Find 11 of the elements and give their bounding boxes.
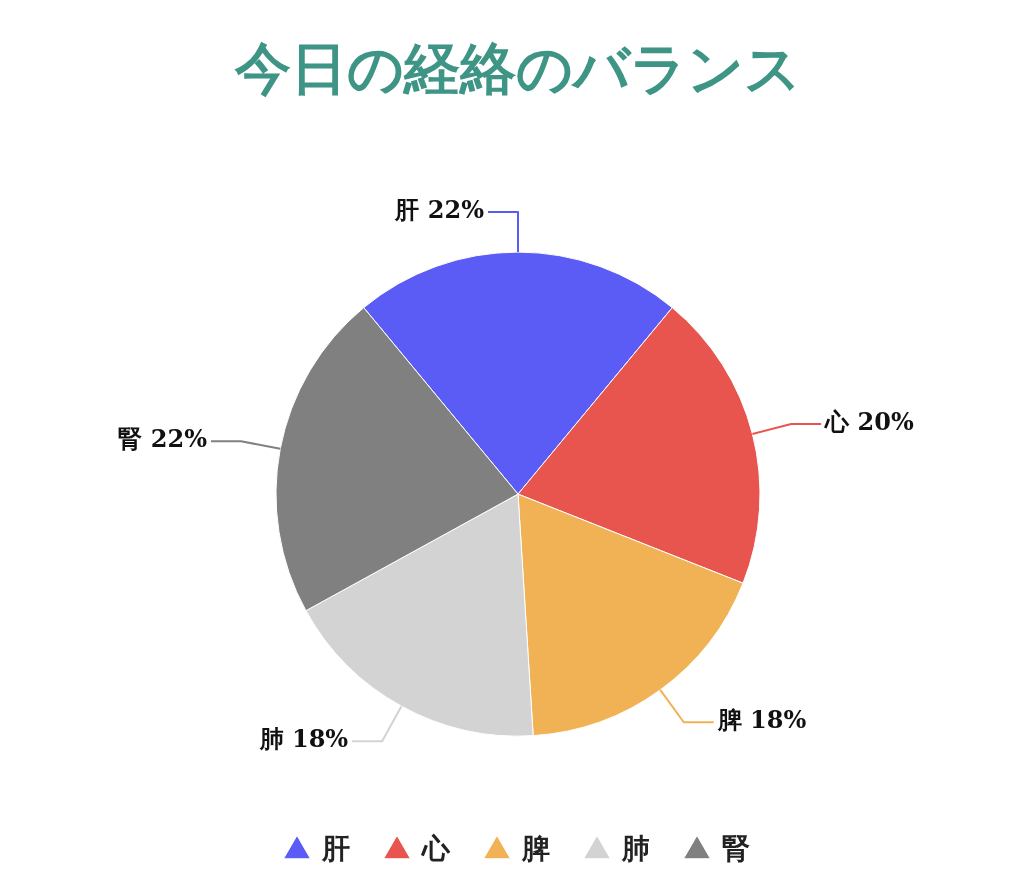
legend-label: 肺: [621, 832, 650, 866]
category-label: 肺 18%: [259, 724, 349, 754]
category-label: 肝 22%: [395, 195, 484, 225]
category-label: 腎 22%: [118, 424, 207, 454]
category-label: 脾 18%: [717, 705, 807, 735]
category-label: 心 20%: [825, 407, 914, 437]
legend-label: 心: [420, 832, 451, 866]
chart-title: 今日の経絡のバランス: [234, 35, 801, 102]
legend-label: 脾: [521, 832, 550, 866]
legend-label: 肝: [321, 832, 350, 866]
legend-label: 腎: [722, 832, 750, 866]
